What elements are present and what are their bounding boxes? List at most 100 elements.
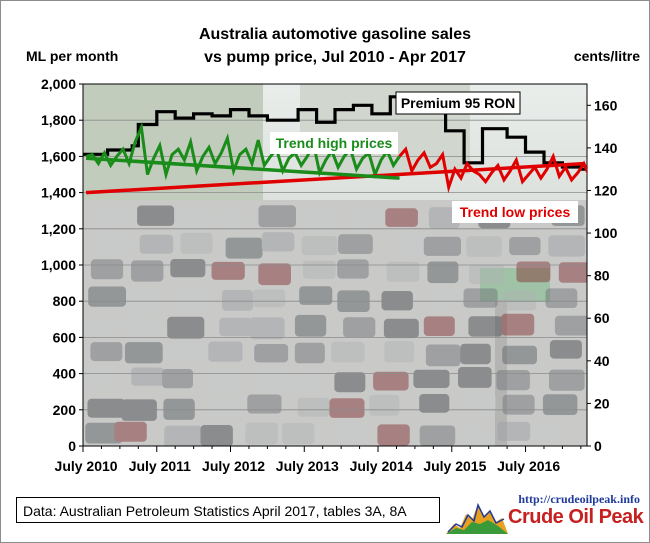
chart-subtitle: vs pump price, Jul 2010 - Apr 2017 (204, 49, 466, 66)
annotation-trend-low: Trend low prices (452, 201, 578, 223)
background-car (139, 234, 174, 254)
background-car (90, 259, 124, 280)
background-car (245, 422, 278, 445)
y-left-tick-label: 1,800 (41, 112, 76, 128)
background-car (178, 290, 209, 310)
y-axis-right-label: cents/litre (574, 48, 640, 64)
background-car (468, 316, 503, 337)
annotation-trend-low-text: Trend low prices (460, 204, 571, 220)
background-car (413, 369, 450, 388)
background-car (338, 234, 373, 254)
background-car (466, 394, 497, 413)
background-car (458, 367, 492, 388)
axes: 02004006008001,0001,2001,4001,6001,8002,… (41, 76, 618, 474)
y-right-tick-label: 120 (594, 182, 618, 198)
background-car (129, 290, 166, 311)
background-car (419, 394, 450, 413)
x-tick-label: July 2016 (497, 458, 560, 474)
background-car (131, 367, 164, 386)
background-car (463, 288, 498, 308)
chart-title: Australia automotive gasoline sales (199, 26, 471, 43)
y-right-tick-label: 60 (594, 310, 610, 326)
background-car (430, 289, 462, 309)
background-car (282, 422, 315, 445)
trend-line-high-prices (85, 156, 400, 180)
background-cars (83, 205, 587, 446)
logo-url[interactable]: http://crudeoilpeak.info (518, 492, 640, 506)
background-car (137, 205, 175, 226)
background-car (90, 342, 123, 362)
background-car (297, 397, 330, 417)
y-left-tick-label: 0 (68, 438, 76, 454)
background-car (304, 210, 336, 231)
background-car (256, 371, 290, 392)
background-car (88, 286, 126, 307)
background-car (349, 206, 381, 229)
annotation-premium-text: Premium 95 RON (401, 95, 515, 111)
background-car (423, 236, 461, 256)
background-car (163, 398, 195, 420)
x-tick-label: July 2011 (129, 458, 191, 474)
background-car (384, 341, 415, 363)
y-right-tick-label: 40 (594, 353, 610, 369)
background-car (170, 259, 206, 278)
background-car (294, 342, 325, 364)
y-right-tick-label: 100 (594, 225, 618, 241)
background-car (247, 394, 282, 414)
x-tick-label: July 2013 (276, 458, 339, 474)
background-car (496, 370, 530, 391)
background-car (425, 344, 461, 367)
y-left-tick-label: 400 (53, 366, 77, 382)
background-car (373, 371, 409, 391)
background-car (162, 369, 193, 389)
background-car (385, 208, 418, 227)
background-car (131, 260, 164, 282)
background-car (207, 368, 245, 389)
y-left-tick-label: 1,000 (41, 257, 76, 273)
background-car (516, 261, 551, 283)
background-car (302, 260, 336, 279)
background-car (554, 315, 587, 336)
x-tick-label: July 2015 (423, 458, 486, 474)
y-left-tick-label: 800 (53, 293, 77, 309)
background-car (219, 317, 253, 337)
background-car (419, 425, 456, 446)
background-car (497, 421, 531, 441)
y-left-tick-label: 1,600 (41, 148, 76, 164)
background-car (169, 340, 204, 359)
background-car (331, 341, 365, 363)
background-car (225, 237, 263, 259)
background-car (549, 340, 582, 359)
background-car (509, 237, 541, 256)
y-right-tick-label: 160 (594, 97, 618, 113)
background-car (502, 394, 535, 415)
y-right-tick-label: 20 (594, 395, 610, 411)
background-car (87, 398, 125, 418)
series-premium-95-ron (83, 95, 587, 171)
background-car (334, 372, 366, 393)
oil-peak-icon (446, 502, 508, 534)
background-car (466, 236, 502, 257)
y-left-tick-label: 200 (53, 402, 77, 418)
background-car (423, 316, 455, 336)
plot-border (82, 83, 588, 447)
background-car (83, 317, 119, 336)
annotation-trend-high: Trend high prices (270, 132, 398, 154)
y-left-tick-label: 1,400 (41, 185, 76, 201)
background-car (502, 290, 537, 311)
y-right-tick-label: 80 (594, 268, 610, 284)
background-car (83, 368, 111, 389)
background-car (211, 261, 245, 280)
annotation-premium: Premium 95 RON (395, 91, 521, 115)
background-car (176, 209, 212, 228)
background-car (180, 232, 213, 254)
background-car (299, 286, 333, 305)
background-car (99, 233, 133, 254)
background-car (549, 369, 585, 391)
background-car (545, 288, 578, 308)
background-car (502, 345, 537, 365)
background-car (386, 261, 420, 282)
logo: http://crudeoilpeak.info Crude Oil Peak (446, 492, 644, 536)
background-car (167, 316, 205, 339)
